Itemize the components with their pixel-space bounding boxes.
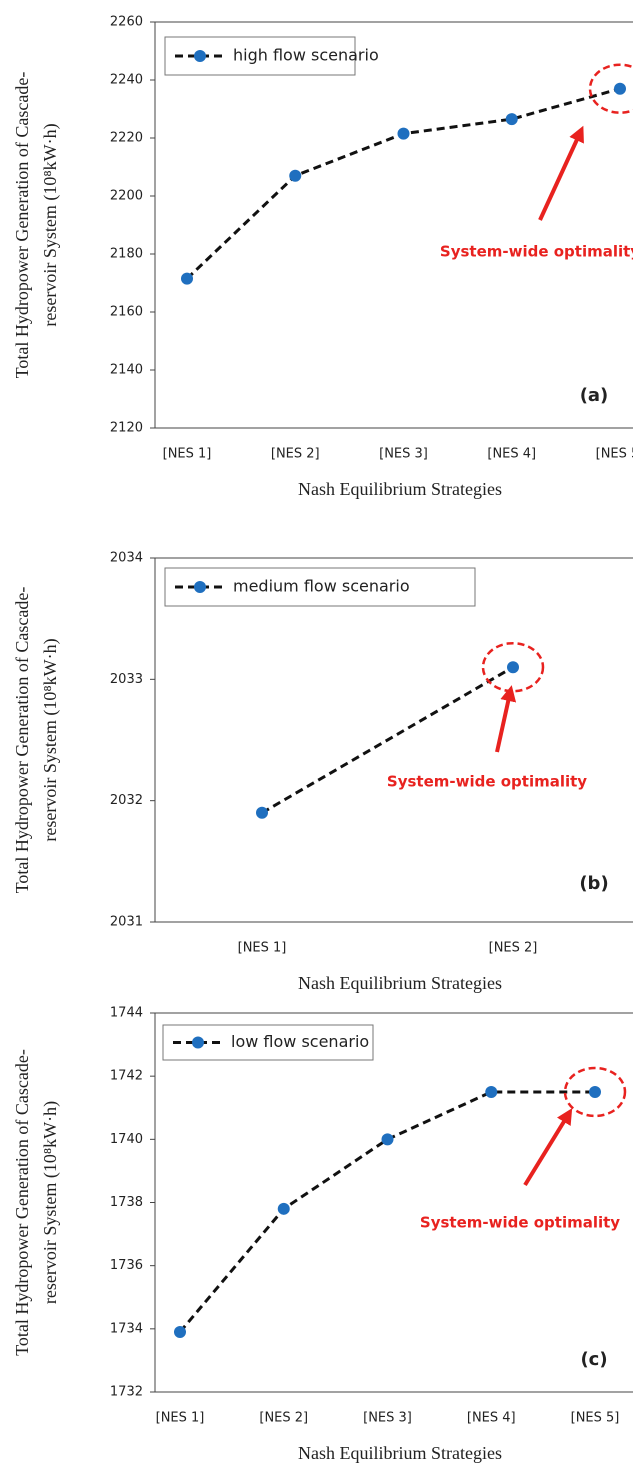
legend-label: low flow scenario [231, 1032, 369, 1051]
y-tick-label: 2180 [110, 247, 143, 262]
legend-label: medium flow scenario [233, 577, 410, 596]
data-point [589, 1085, 601, 1098]
y-tick-label: 2032 [110, 793, 143, 808]
y-tick-label: 2240 [110, 73, 143, 88]
y-axis-label: reservoir System (10⁸kW·h) [40, 123, 61, 326]
annotation: System-wide optimality [387, 773, 587, 791]
x-tick-label: [NES 1] [163, 447, 212, 462]
x-tick-label: [NES 4] [467, 1411, 516, 1426]
y-tick-label: 2034 [110, 551, 143, 566]
y-axis-label: reservoir System (10⁸kW·h) [40, 638, 61, 841]
x-tick-label: [NES 3] [363, 1411, 412, 1426]
panel-label: (b) [579, 873, 608, 894]
data-point [256, 806, 268, 819]
data-point [181, 272, 193, 285]
y-tick-label: 2200 [110, 189, 143, 204]
y-tick-label: 2260 [110, 15, 143, 30]
x-tick-label: [NES 1] [238, 941, 287, 956]
series-line [178, 1090, 595, 1333]
y-tick-label: 2031 [110, 915, 143, 930]
y-tick-label: 1738 [110, 1195, 143, 1210]
highlight-ring [481, 641, 545, 693]
annotation: System-wide optimality [420, 1214, 620, 1232]
legend-label: high flow scenario [233, 46, 379, 65]
y-tick-label: 2033 [110, 672, 143, 687]
y-tick-label: 2220 [110, 131, 143, 146]
y-tick-label: 2120 [110, 421, 143, 436]
data-point [381, 1133, 394, 1146]
y-tick-label: 2140 [110, 363, 143, 378]
y-axis-label: reservoir System (10⁸kW·h) [40, 1101, 61, 1304]
x-tick-label: [NES 5] [596, 447, 633, 462]
data-point [277, 1202, 290, 1215]
y-tick-label: 1740 [110, 1132, 143, 1147]
x-tick-label: [NES 3] [379, 447, 428, 462]
y-axis-label: Total Hydropower Generation of Cascade- [12, 587, 32, 894]
y-tick-label: 1734 [110, 1321, 143, 1336]
annotation-arrow [538, 125, 584, 221]
data-point [505, 113, 518, 126]
plot-frame [154, 21, 633, 429]
annotation-arrow [523, 1108, 573, 1187]
x-tick-label: [NES 2] [259, 1411, 308, 1426]
highlight-ring [588, 63, 633, 114]
panel-label: (a) [580, 385, 609, 406]
highlight-ring [563, 1066, 627, 1118]
x-axis-label: Nash Equilibrium Strategies [298, 1443, 502, 1463]
y-tick-label: 1744 [110, 1006, 143, 1021]
x-axis-label: Nash Equilibrium Strategies [298, 973, 502, 993]
annotation-arrow [495, 685, 517, 753]
y-axis-label: Total Hydropower Generation of Cascade- [12, 72, 32, 379]
x-tick-label: [NES 1] [156, 1411, 205, 1426]
y-tick-label: 1742 [110, 1069, 143, 1084]
panel-label: (c) [580, 1349, 607, 1370]
y-tick-label: 1732 [110, 1385, 143, 1400]
y-axis-label: Total Hydropower Generation of Cascade- [12, 1049, 32, 1356]
legend-marker [194, 581, 206, 593]
x-tick-label: [NES 4] [487, 447, 536, 462]
data-point [507, 661, 519, 674]
data-point [485, 1085, 498, 1098]
legend-marker [192, 1036, 204, 1049]
x-tick-label: [NES 2] [271, 447, 320, 462]
x-axis-label: Nash Equilibrium Strategies [298, 479, 502, 499]
x-tick-label: [NES 2] [489, 941, 538, 956]
data-point [289, 169, 302, 182]
annotation: System-wide optimality [440, 243, 633, 261]
y-tick-label: 1736 [110, 1258, 143, 1273]
legend-marker [194, 50, 206, 62]
data-point [614, 82, 626, 95]
plot-frame [154, 1012, 633, 1393]
y-tick-label: 2160 [110, 305, 143, 320]
data-point [397, 127, 410, 140]
x-tick-label: [NES 5] [571, 1411, 620, 1426]
series-line [261, 665, 514, 815]
data-point [174, 1325, 186, 1338]
plot-frame [154, 557, 633, 923]
